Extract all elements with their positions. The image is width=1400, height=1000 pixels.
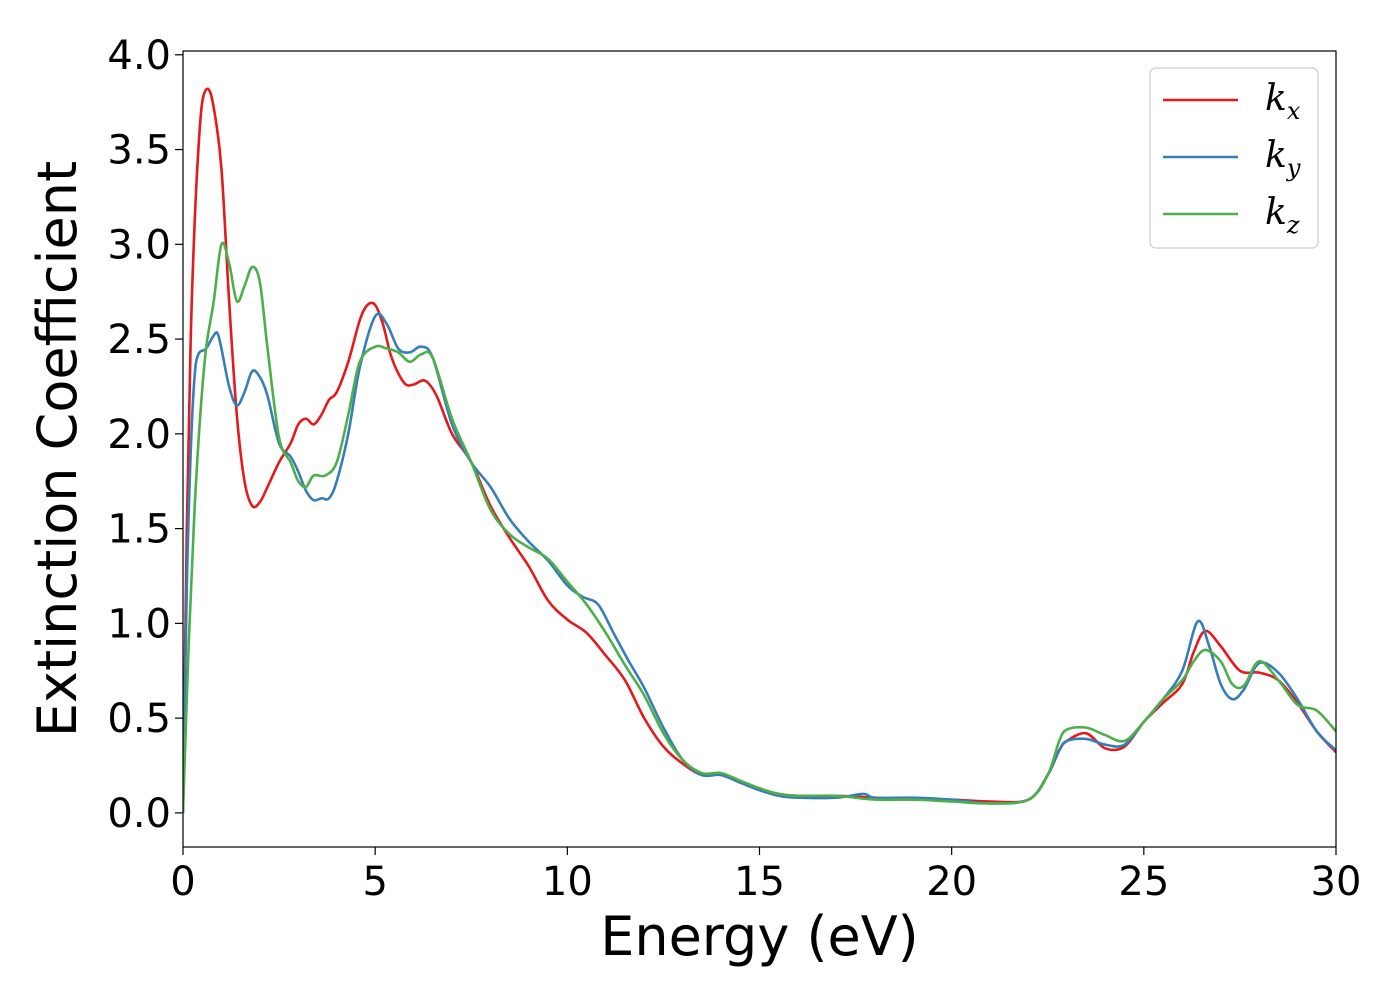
y-tick-label: 0.0	[107, 791, 171, 837]
legend-label-kz: kz	[1265, 192, 1300, 239]
x-tick-label: 0	[170, 859, 195, 905]
x-tick-label: 10	[542, 859, 593, 905]
y-tick-label: 1.5	[107, 507, 171, 553]
y-tick-label: 1.0	[107, 601, 171, 647]
x-tick-label: 20	[926, 859, 977, 905]
axes-layer: 0 5 10 15 20 25 30 0.0 0.5 1.0 1.5 2.0 2.5 3.0 3.5 4.0	[107, 33, 1361, 905]
y-tick-label: 4.0	[107, 33, 171, 79]
x-tick-label: 15	[734, 859, 785, 905]
y-tick-label: 0.5	[107, 696, 171, 742]
legend-label-kx: kx	[1265, 78, 1301, 125]
x-tick-label: 5	[362, 859, 387, 905]
x-tick-label: 30	[1311, 859, 1362, 905]
x-axis-label: Energy (eV)	[600, 905, 919, 968]
y-axis-label: Extinction Coefficient	[26, 161, 89, 737]
legend-label-ky: ky	[1265, 135, 1301, 182]
y-tick-label: 3.0	[107, 222, 171, 268]
legend: kx ky kz	[1149, 67, 1319, 249]
series-line-ky	[183, 312, 1336, 813]
y-tick-label: 2.5	[107, 317, 171, 363]
series-layer	[183, 87, 1336, 813]
x-tick-label: 25	[1118, 859, 1169, 905]
y-tick-label: 3.5	[107, 128, 171, 174]
y-tick-label: 2.0	[107, 412, 171, 458]
series-line-kz	[183, 241, 1336, 813]
